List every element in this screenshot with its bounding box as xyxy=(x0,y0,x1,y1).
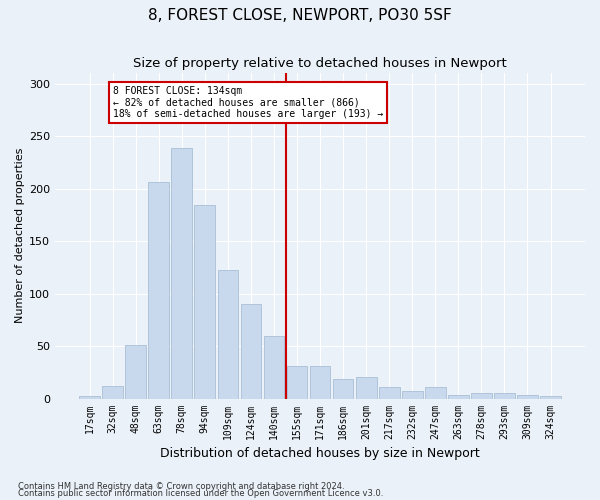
Bar xyxy=(287,366,307,398)
Bar xyxy=(125,345,146,399)
Bar xyxy=(333,378,353,398)
Bar xyxy=(425,387,446,398)
Text: 8, FOREST CLOSE, NEWPORT, PO30 5SF: 8, FOREST CLOSE, NEWPORT, PO30 5SF xyxy=(148,8,452,22)
Bar xyxy=(356,376,377,398)
Bar xyxy=(379,387,400,398)
Bar xyxy=(540,396,561,398)
X-axis label: Distribution of detached houses by size in Newport: Distribution of detached houses by size … xyxy=(160,447,480,460)
Bar xyxy=(310,366,331,398)
Bar xyxy=(148,182,169,398)
Bar xyxy=(241,304,262,398)
Bar xyxy=(448,396,469,398)
Bar xyxy=(172,148,192,398)
Text: Contains public sector information licensed under the Open Government Licence v3: Contains public sector information licen… xyxy=(18,489,383,498)
Y-axis label: Number of detached properties: Number of detached properties xyxy=(15,148,25,324)
Bar xyxy=(79,396,100,398)
Text: 8 FOREST CLOSE: 134sqm
← 82% of detached houses are smaller (866)
18% of semi-de: 8 FOREST CLOSE: 134sqm ← 82% of detached… xyxy=(113,86,383,119)
Title: Size of property relative to detached houses in Newport: Size of property relative to detached ho… xyxy=(133,58,507,70)
Bar xyxy=(102,386,123,398)
Bar xyxy=(494,394,515,398)
Bar xyxy=(471,394,492,398)
Bar xyxy=(194,206,215,398)
Bar xyxy=(218,270,238,398)
Bar xyxy=(402,391,422,398)
Text: Contains HM Land Registry data © Crown copyright and database right 2024.: Contains HM Land Registry data © Crown c… xyxy=(18,482,344,491)
Bar xyxy=(263,336,284,398)
Bar xyxy=(517,396,538,398)
